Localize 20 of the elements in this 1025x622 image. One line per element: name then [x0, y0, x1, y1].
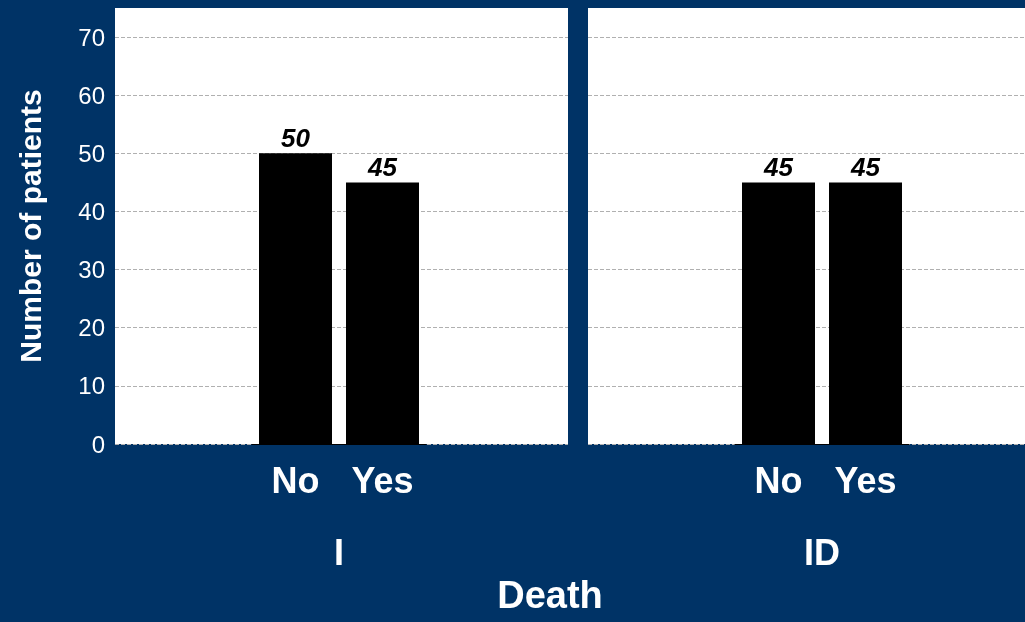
data-label: 45 [367, 152, 398, 183]
x-tick-label: No [271, 459, 320, 501]
text: Death [496, 574, 604, 617]
data-label: 45 [850, 152, 881, 183]
y-tick-label: 30 [78, 256, 105, 284]
y-tick-label: 20 [78, 314, 105, 342]
y-tick-label: 60 [78, 81, 105, 109]
y-axis-title: Number of patients [13, 89, 47, 363]
y-tick-label: 50 [78, 139, 105, 167]
y-tick-label: 10 [78, 372, 105, 400]
x-axis-title: I [333, 531, 345, 573]
y-tick-label: 40 [78, 197, 105, 225]
data-label: 45 [763, 152, 794, 183]
y-tick-label: 70 [78, 23, 105, 51]
x-tick-label: Yes [834, 459, 897, 501]
x-tick-label: No [754, 459, 803, 501]
x-axis-title: ID [804, 531, 840, 573]
data-label: 50 [281, 123, 311, 154]
y-tick-label: 0 [91, 430, 105, 458]
x-tick-label: Yes [351, 459, 414, 501]
